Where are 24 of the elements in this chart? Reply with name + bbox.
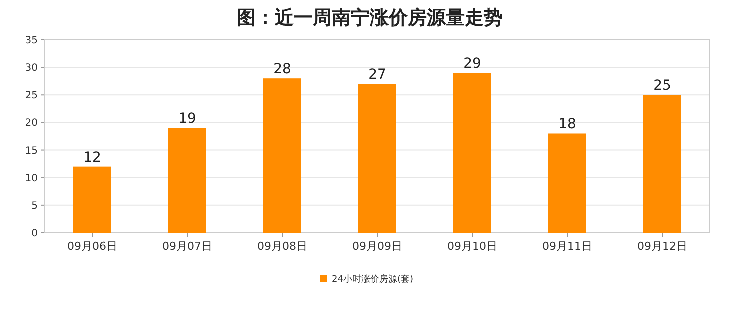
- data-label: 12: [84, 150, 102, 166]
- x-tick-label: 09月12日: [638, 240, 688, 253]
- data-label: 25: [654, 78, 672, 94]
- title: 图：近一周南宁涨价房源量走势: [237, 7, 503, 29]
- data-label: 27: [368, 67, 386, 84]
- y-tick-label: 5: [32, 200, 38, 212]
- x-tick-label: 09月08日: [258, 240, 308, 253]
- data-label: 29: [464, 56, 482, 72]
- x-tick-label: 09月09日: [352, 240, 402, 253]
- data-label: 28: [274, 62, 292, 78]
- x-tick-label: 09月06日: [68, 240, 118, 253]
- data-label: 18: [558, 116, 576, 133]
- y-tick-label: 35: [25, 36, 38, 46]
- x-tick-label: 09月10日: [448, 240, 498, 253]
- y-tick-label: 15: [25, 146, 38, 157]
- y-tick-label: 25: [25, 90, 38, 102]
- data-label: 19: [178, 111, 196, 128]
- y-tick-label: 30: [25, 63, 38, 74]
- y-tick-label: 10: [25, 173, 38, 184]
- x-tick-label: 09月11日: [542, 240, 592, 253]
- y-tick-label: 20: [25, 118, 38, 130]
- x-tick-label: 09月07日: [162, 240, 212, 253]
- y-tick-label: 0: [32, 228, 38, 240]
- legend-label: 24小时涨价房源(套): [332, 274, 414, 285]
